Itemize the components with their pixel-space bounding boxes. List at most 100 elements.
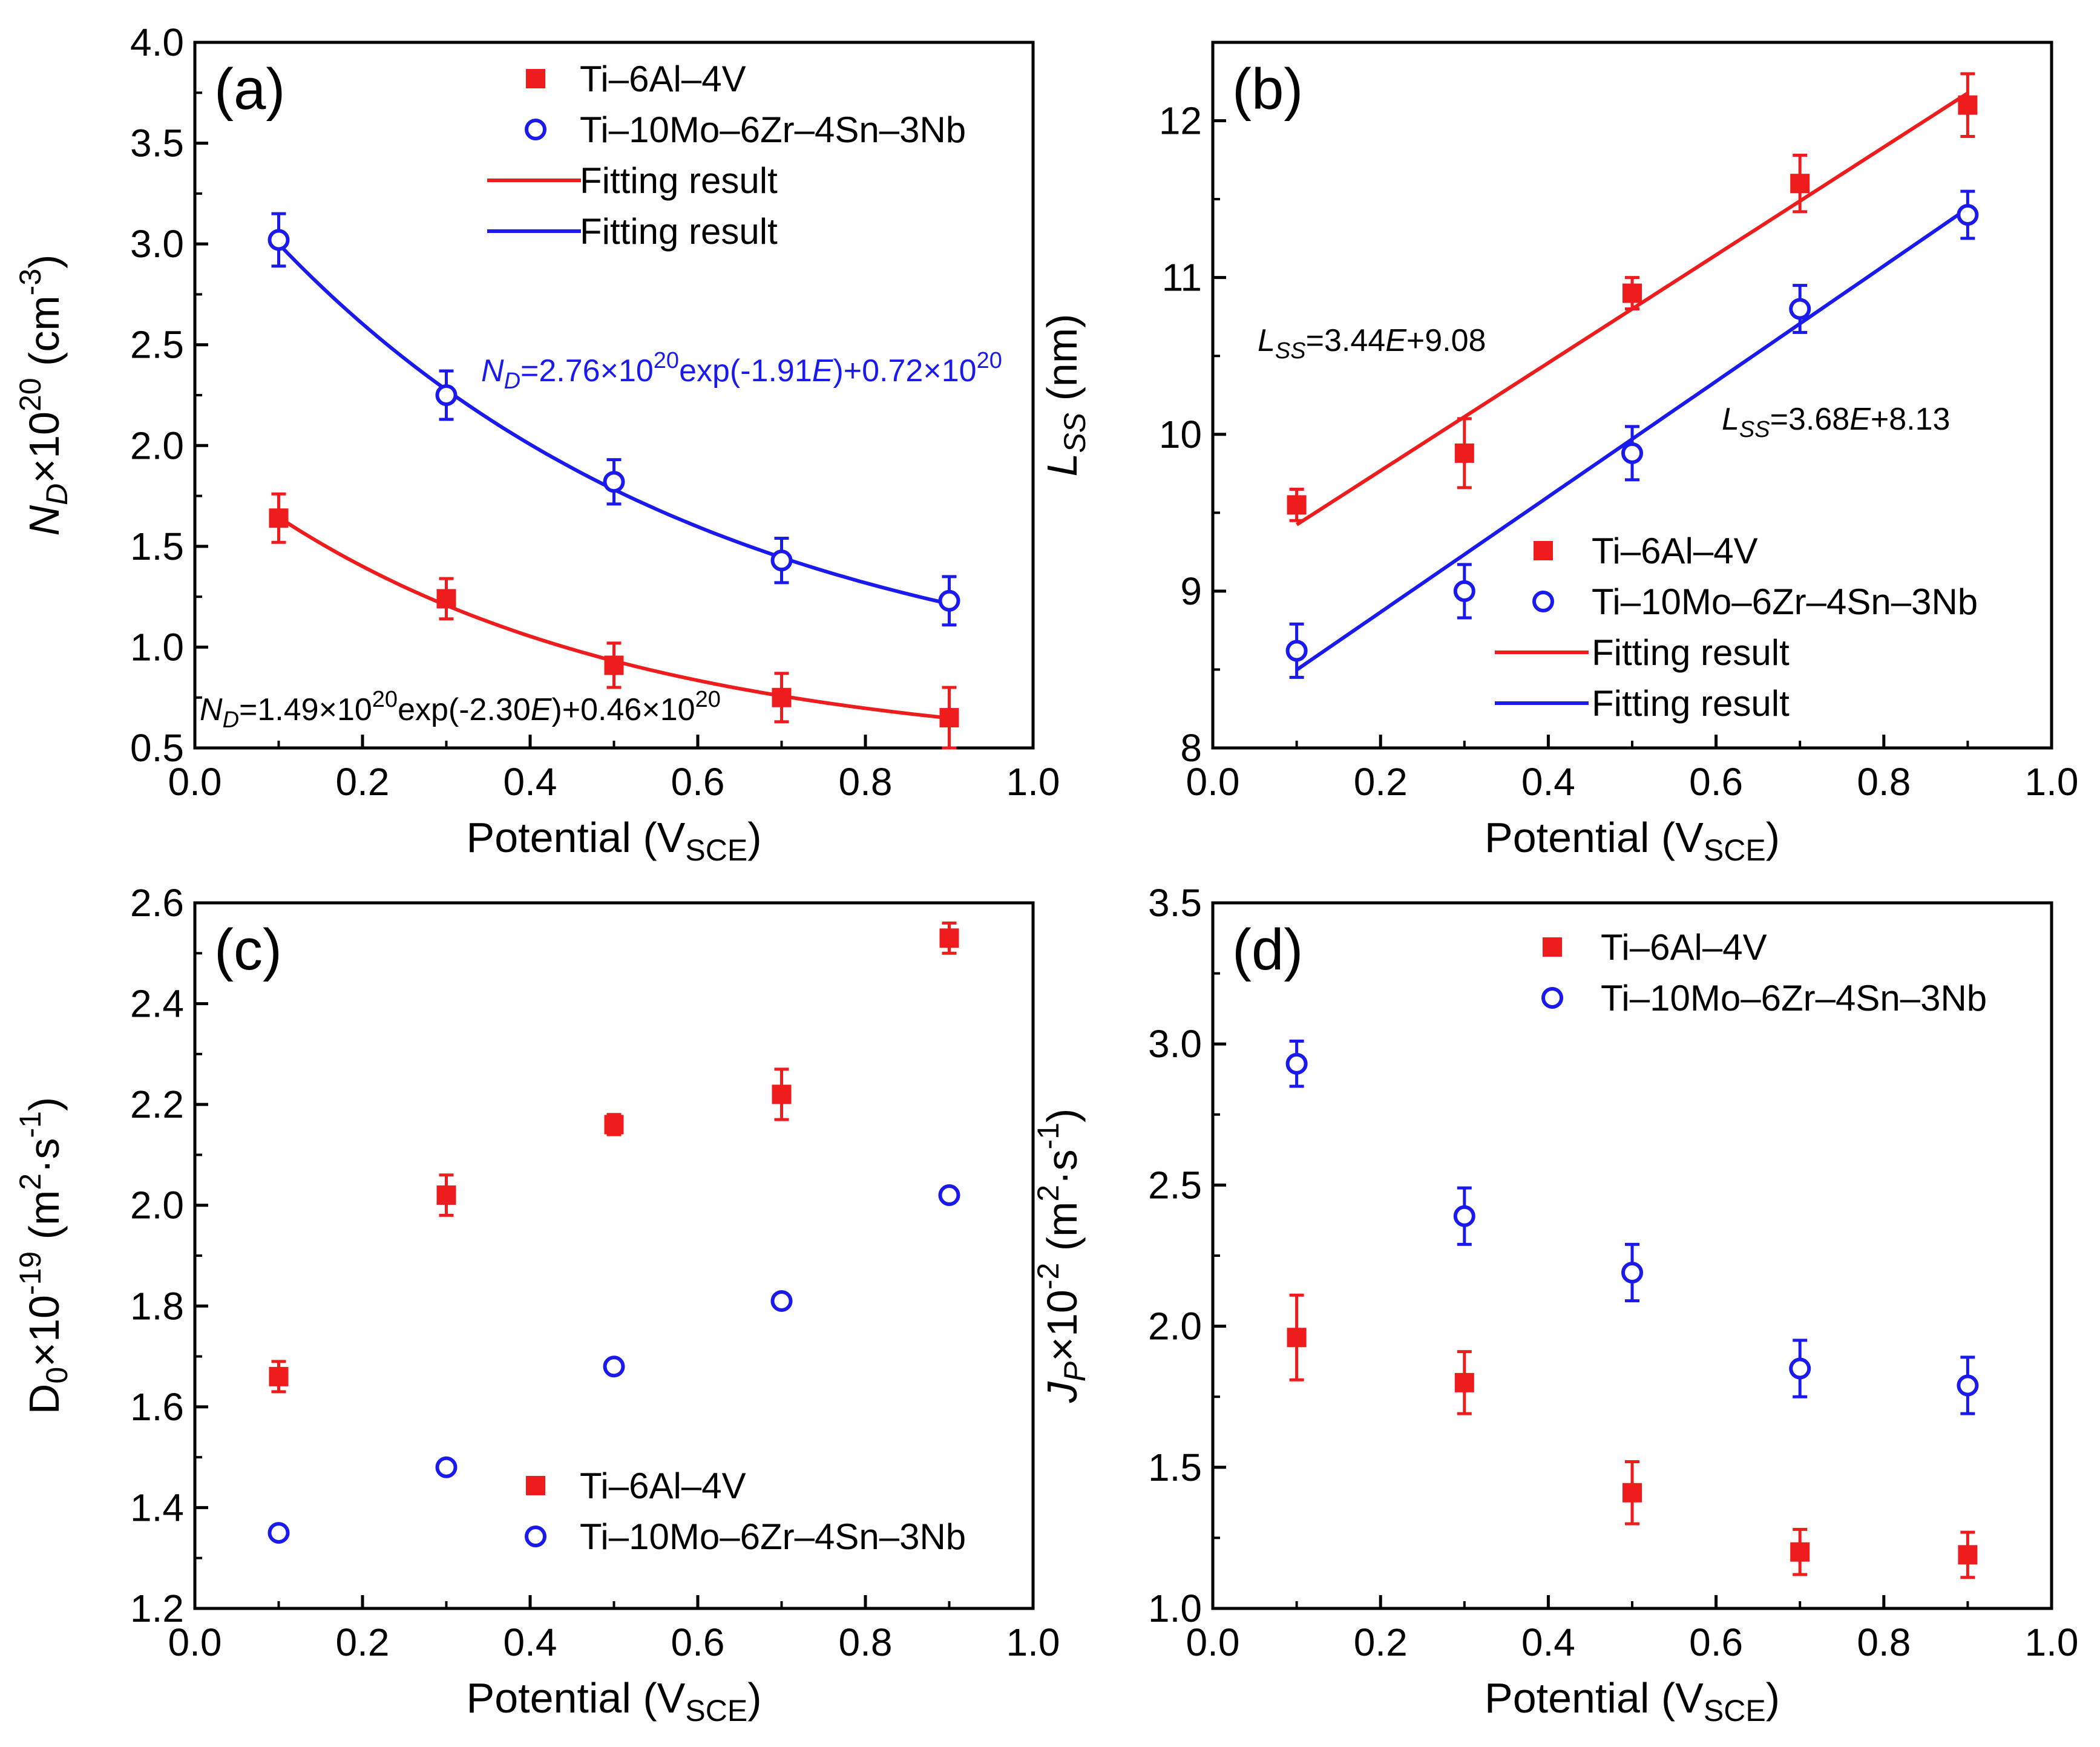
panel-d: 0.0 0.2 0.4 0.6 0.8 1.0 1.0 1.5 2.0 2.5 3.0 3.5 Pote… (1031, 881, 2078, 1728)
data-point (1287, 495, 1307, 515)
x-tick-label: 0.6 (671, 760, 725, 804)
data-point (1957, 204, 1979, 226)
data-point (436, 589, 456, 609)
y-tick-label: 2.4 (130, 982, 184, 1026)
legend-label: Ti–6Al–4V (1592, 531, 1758, 571)
y-axis-label: D0×10-19 (m2·s-1) (13, 1097, 74, 1414)
data-point (1789, 298, 1811, 320)
x-axis-label: Potential (VSCE) (467, 814, 762, 867)
x-axis-label: Potential (VSCE) (1485, 814, 1780, 867)
y-tick-label: 1.0 (1148, 1587, 1202, 1630)
y-tick-label: 1.4 (130, 1486, 184, 1529)
panel-letter: (c) (214, 917, 282, 982)
y-tick-label: 2.0 (1148, 1305, 1202, 1348)
x-tick-label: 0.8 (1857, 1621, 1911, 1664)
x-tick-label: 1.0 (2025, 1621, 2079, 1664)
y-tick-label: 3.0 (130, 222, 184, 266)
legend-label: Ti–10Mo–6Zr–4Sn–3Nb (1592, 582, 1978, 622)
data-point (939, 708, 959, 728)
data-point (939, 928, 959, 948)
data-point (1957, 1374, 1979, 1397)
legend-label: Fitting result (580, 160, 778, 201)
x-tick-label: 0.6 (671, 1621, 725, 1664)
y-tick-label: 12 (1159, 99, 1202, 143)
x-tick-label: 0.2 (1354, 1621, 1408, 1664)
legend-marker (526, 1476, 545, 1495)
x-tick-label: 0.4 (504, 1621, 557, 1664)
x-tick-label: 0.4 (504, 760, 557, 804)
panel-letter: (d) (1232, 917, 1303, 982)
data-point (269, 508, 289, 528)
x-tick-label: 0.8 (839, 1621, 893, 1664)
panel-b: 0.0 0.2 0.4 0.6 0.8 1.0 8 9 10 11 12 Potential (VSC… (1039, 41, 2079, 867)
data-point (1958, 1545, 1978, 1565)
legend-label: Ti–10Mo–6Zr–4Sn–3Nb (580, 110, 966, 150)
data-point (435, 384, 458, 406)
x-tick-label: 0.6 (1689, 1621, 1743, 1664)
y-axis-label: JP×10-2 (m2·s-1) (1031, 1109, 1092, 1404)
series-ti-10mo-6zr-4sn-3nb (267, 1184, 960, 1544)
y-tick-label: 0.5 (130, 726, 184, 770)
data-point (770, 1290, 793, 1312)
y-tick-label: 1.2 (130, 1587, 184, 1630)
legend-label: Ti–6Al–4V (1601, 927, 1767, 968)
y-tick-label: 8 (1180, 726, 1202, 770)
data-point (1454, 1372, 1474, 1392)
y-tick-label: 2.2 (130, 1083, 184, 1126)
fit-equation: LSS=3.68E+8.13 (1722, 402, 1950, 442)
y-axis-label: ND×1020 (cm-3) (13, 255, 74, 536)
y-tick-label: 4.0 (130, 21, 184, 64)
data-point (1621, 1261, 1643, 1283)
legend-label: Fitting result (1592, 632, 1790, 673)
data-point (267, 1522, 290, 1544)
x-tick-label: 0.8 (839, 760, 893, 804)
legend-marker (525, 119, 546, 140)
data-point (1621, 442, 1643, 464)
series-ti-6al-4v (1287, 72, 1978, 522)
legend-label: Fitting result (580, 211, 778, 252)
data-point (1285, 640, 1308, 662)
y-tick-label: 2.0 (130, 1184, 184, 1227)
x-tick-label: 1.0 (2025, 760, 2079, 804)
y-tick-label: 1.8 (130, 1284, 184, 1328)
x-tick-label: 0.4 (1521, 1621, 1575, 1664)
x-tick-label: 0.6 (1689, 760, 1743, 804)
x-tick-label: 0.8 (1857, 760, 1911, 804)
legend-label: Ti–6Al–4V (580, 59, 746, 99)
legend-label: Ti–10Mo–6Zr–4Sn–3Nb (580, 1516, 966, 1557)
legend-marker (1541, 987, 1563, 1009)
panel-a: 0.0 0.2 0.4 0.6 0.8 1.0 0.5 1.0 1.5 2.0 2.5 3.0 3.5 4… (13, 21, 1060, 867)
fit-line-1 (277, 243, 950, 606)
x-tick-label: 0.2 (336, 1621, 390, 1664)
y-tick-label: 3.5 (1148, 881, 1202, 925)
series-ti-10mo-6zr-4sn-3nb (267, 212, 960, 627)
y-tick-label: 2.5 (1148, 1163, 1202, 1207)
data-point (1790, 174, 1810, 194)
y-tick-label: 9 (1180, 569, 1202, 613)
x-tick-label: 1.0 (1006, 760, 1060, 804)
data-point (938, 1184, 960, 1207)
series-ti-10mo-6zr-4sn-3nb (1285, 1040, 1979, 1415)
legend: Ti–6Al–4V Ti–10Mo–6Zr–4Sn–3Nb Fitting resu… (1495, 531, 1978, 724)
data-point (1623, 1483, 1642, 1503)
x-tick-label: 0.2 (336, 760, 390, 804)
y-tick-label: 2.6 (130, 881, 184, 925)
x-tick-label: 0.0 (168, 1621, 222, 1664)
legend: Ti–6Al–4V Ti–10Mo–6Zr–4Sn–3Nb (525, 1466, 966, 1557)
data-point (1285, 1052, 1308, 1075)
data-point (938, 589, 960, 612)
panel-letter: (b) (1232, 57, 1303, 122)
legend-marker (1532, 591, 1554, 612)
panel-c: 0.0 0.2 0.4 0.6 0.8 1.0 1.2 1.4 1.6 1.8 2.0 2.2 2.4 2… (13, 881, 1060, 1728)
data-point (1623, 283, 1642, 303)
data-point (435, 1456, 458, 1478)
series-ti-6al-4v (1287, 1293, 1978, 1579)
data-point (772, 687, 792, 707)
legend: Ti–6Al–4V Ti–10Mo–6Zr–4Sn–3Nb Fitting resu… (487, 59, 966, 252)
fit-equation: ND=1.49×1020exp(-2.30E)+0.46×1020 (200, 687, 721, 733)
data-point (1287, 1328, 1307, 1348)
data-point (603, 471, 625, 493)
y-tick-label: 11 (1162, 256, 1202, 300)
fit-equation: ND=2.76×1020exp(-1.91E)+0.72×1020 (481, 348, 1002, 394)
y-tick-label: 1.0 (130, 625, 184, 669)
